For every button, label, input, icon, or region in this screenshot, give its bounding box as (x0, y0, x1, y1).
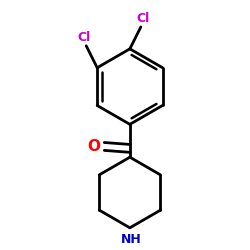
Text: Cl: Cl (137, 12, 150, 25)
Text: Cl: Cl (77, 31, 90, 44)
Text: NH: NH (121, 233, 142, 246)
Text: O: O (87, 139, 100, 154)
